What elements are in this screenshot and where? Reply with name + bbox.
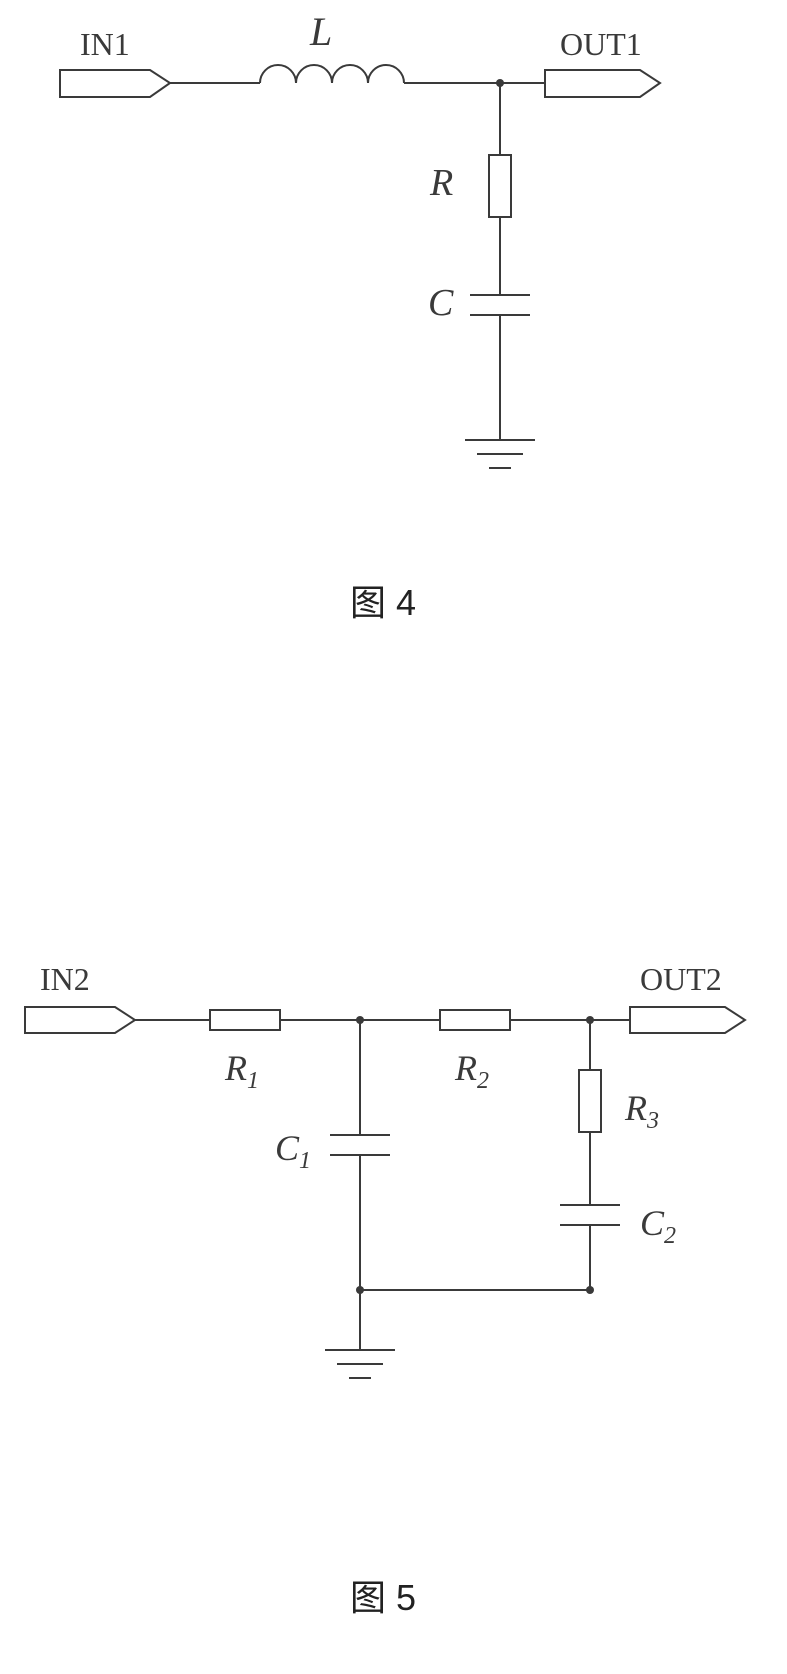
in1-label: IN1 bbox=[80, 26, 130, 62]
in2-label: IN2 bbox=[40, 961, 90, 997]
inductor-label: L bbox=[309, 9, 332, 54]
ground-icon-5 bbox=[325, 1350, 395, 1378]
r3-icon bbox=[579, 1070, 601, 1132]
caption-5: 图 5 bbox=[350, 1577, 416, 1618]
inductor-icon bbox=[260, 65, 404, 83]
resistor-icon bbox=[489, 155, 511, 217]
capacitor-label: C bbox=[428, 282, 454, 324]
r2-icon bbox=[440, 1010, 510, 1030]
r3-label: R3 bbox=[624, 1088, 659, 1134]
in2-port bbox=[25, 1007, 135, 1033]
c1-label: C1 bbox=[275, 1128, 311, 1174]
ground-icon bbox=[465, 440, 535, 468]
figure-5: IN2 R1 R2 OUT2 C1 R3 C2 bbox=[0, 920, 787, 1470]
r2-label: R2 bbox=[454, 1048, 489, 1094]
in1-port bbox=[60, 70, 170, 97]
figure-4: IN1 L OUT1 R C bbox=[0, 0, 787, 560]
figure-5-caption: 图 5 bbox=[0, 1560, 787, 1640]
figure-4-caption: 图 4 bbox=[0, 565, 787, 645]
out1-label: OUT1 bbox=[560, 26, 642, 62]
r1-label: R1 bbox=[224, 1048, 259, 1094]
out1-port bbox=[545, 70, 660, 97]
caption-4: 图 4 bbox=[350, 582, 416, 623]
resistor-label: R bbox=[429, 162, 453, 204]
c2-label: C2 bbox=[640, 1203, 676, 1249]
out2-port bbox=[630, 1007, 745, 1033]
out2-label: OUT2 bbox=[640, 961, 722, 997]
r1-icon bbox=[210, 1010, 280, 1030]
